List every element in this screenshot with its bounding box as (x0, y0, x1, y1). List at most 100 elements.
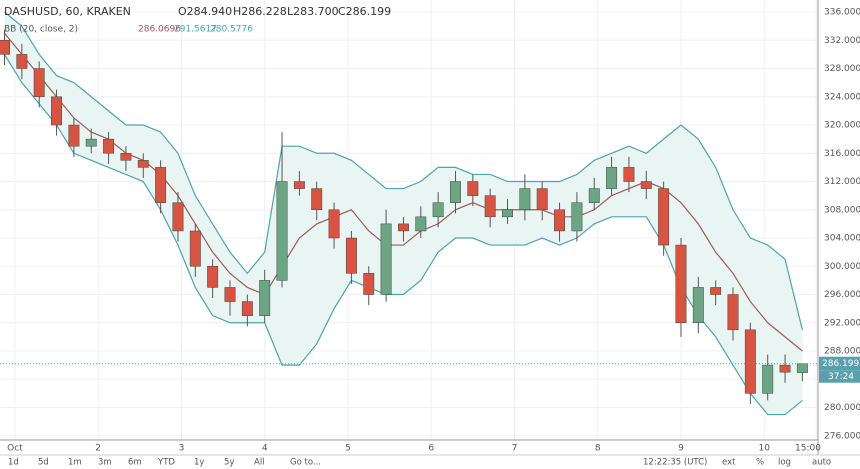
candle-body (68, 124, 80, 147)
candle-body (571, 202, 583, 232)
ohlc-close: C286.199 (338, 5, 391, 18)
legend: DASHUSD, 60, KRAKEN O284.940 H286.228 L2… (4, 5, 391, 35)
indicator-name: BB (20, close, 2) (4, 25, 78, 35)
x-tick-label: 3 (179, 444, 185, 454)
indicator-value: 280.5776 (210, 25, 253, 35)
candle-body (658, 188, 670, 246)
candle-body (744, 329, 756, 394)
range-button[interactable]: 1y (194, 458, 204, 468)
ohlc-open: O284.940 (178, 5, 232, 18)
y-tick-label: 296.000 (824, 290, 860, 300)
candle-body (137, 160, 149, 168)
candle-body (0, 40, 10, 55)
candle-body (293, 181, 305, 189)
candle-body (345, 237, 357, 274)
y-tick-label: 292.000 (824, 318, 860, 328)
band-line (3, 54, 803, 416)
candle-body (224, 287, 236, 302)
x-tick-label: 15:00 (795, 444, 821, 454)
x-tick-label: 5 (345, 444, 351, 454)
option-button[interactable]: ext (722, 458, 736, 468)
range-button[interactable]: 1d (8, 458, 19, 468)
candle-body (51, 96, 62, 126)
y-tick-label: 312.000 (824, 177, 860, 187)
y-tick-label: 316.000 (824, 149, 860, 159)
candle-body (189, 230, 201, 267)
range-button[interactable]: 1m (68, 458, 82, 468)
candle-body (276, 181, 288, 281)
candle-body (502, 209, 513, 218)
indicator-value: 291.5617 (174, 25, 217, 35)
y-tick-label: 332.000 (824, 36, 860, 46)
candle-body (103, 138, 115, 154)
candle-body (432, 202, 444, 218)
range-button[interactable]: 3m (98, 458, 112, 468)
y-tick-label: 308.000 (824, 205, 860, 215)
candle-body (484, 195, 496, 218)
candle-body (606, 167, 618, 189)
y-tick-label: 324.000 (824, 92, 860, 102)
clock: 12:22:35 (UTC) (643, 458, 707, 468)
candle-body (467, 181, 479, 196)
candle-body (762, 364, 774, 394)
range-button[interactable]: 5y (224, 458, 234, 468)
toolbar: 1d 5d 1m 3m 6m YTD 1y 5y All Go to... 12:22:35 (UT… (8, 458, 831, 468)
range-button[interactable]: 5d (38, 458, 49, 468)
countdown-box (819, 370, 860, 383)
y-tick-label: 304.000 (824, 234, 860, 244)
range-button[interactable]: Go to... (290, 458, 321, 468)
last-price-label: 286.199 (822, 359, 859, 369)
countdown-label: 37:24 (828, 372, 854, 382)
candle-body (779, 364, 791, 373)
ohlc-low: L283.700 (287, 5, 339, 18)
option-button[interactable]: log (778, 458, 791, 468)
option-button[interactable]: % (756, 458, 764, 468)
x-tick-label: Oct (7, 444, 23, 454)
candle-body (623, 167, 635, 182)
option-button[interactable]: auto (812, 458, 831, 468)
candle-body (415, 216, 427, 232)
candle-body (536, 188, 548, 211)
x-tick-label: 8 (595, 444, 601, 454)
candle-body (85, 138, 97, 147)
band-fill (4, 12, 803, 415)
ohlc-high: H286.228 (233, 5, 287, 18)
candle-body (519, 188, 531, 211)
y-tick-label: 320.000 (824, 121, 860, 131)
indicator-value: 286.0696 (138, 25, 181, 35)
x-tick-label: 6 (428, 444, 434, 454)
candle-body (120, 153, 132, 161)
candle-body (241, 301, 253, 316)
x-tick-label: 9 (678, 444, 684, 454)
candle-body (554, 209, 566, 232)
x-tick-label: 10 (759, 444, 771, 454)
candle-body (710, 287, 722, 295)
candle-body (397, 223, 409, 232)
range-button[interactable]: 6m (128, 458, 142, 468)
y-tick-label: 280.000 (824, 403, 860, 413)
y-tick-label: 276.000 (824, 431, 860, 441)
y-tick-label: 336.000 (824, 8, 860, 18)
x-tick-label: 7 (512, 444, 518, 454)
candle-body (207, 266, 219, 288)
range-button[interactable]: All (254, 458, 265, 468)
candle-body (16, 54, 28, 69)
candle-body (692, 287, 704, 324)
candle-body (363, 273, 375, 295)
range-button[interactable]: YTD (157, 458, 175, 468)
x-tick-label: 2 (95, 444, 101, 454)
candle-body (450, 181, 461, 203)
y-tick-label: 288.000 (824, 347, 860, 357)
band-line (4, 11, 803, 330)
candle-body (727, 294, 739, 331)
candle-body (33, 68, 45, 98)
candle-body (588, 188, 600, 203)
candle-body (640, 181, 652, 189)
plot (0, 0, 818, 440)
candle-body (311, 188, 323, 211)
candle-body (259, 280, 271, 316)
candle-body (675, 244, 687, 324)
candle-body (380, 223, 392, 295)
